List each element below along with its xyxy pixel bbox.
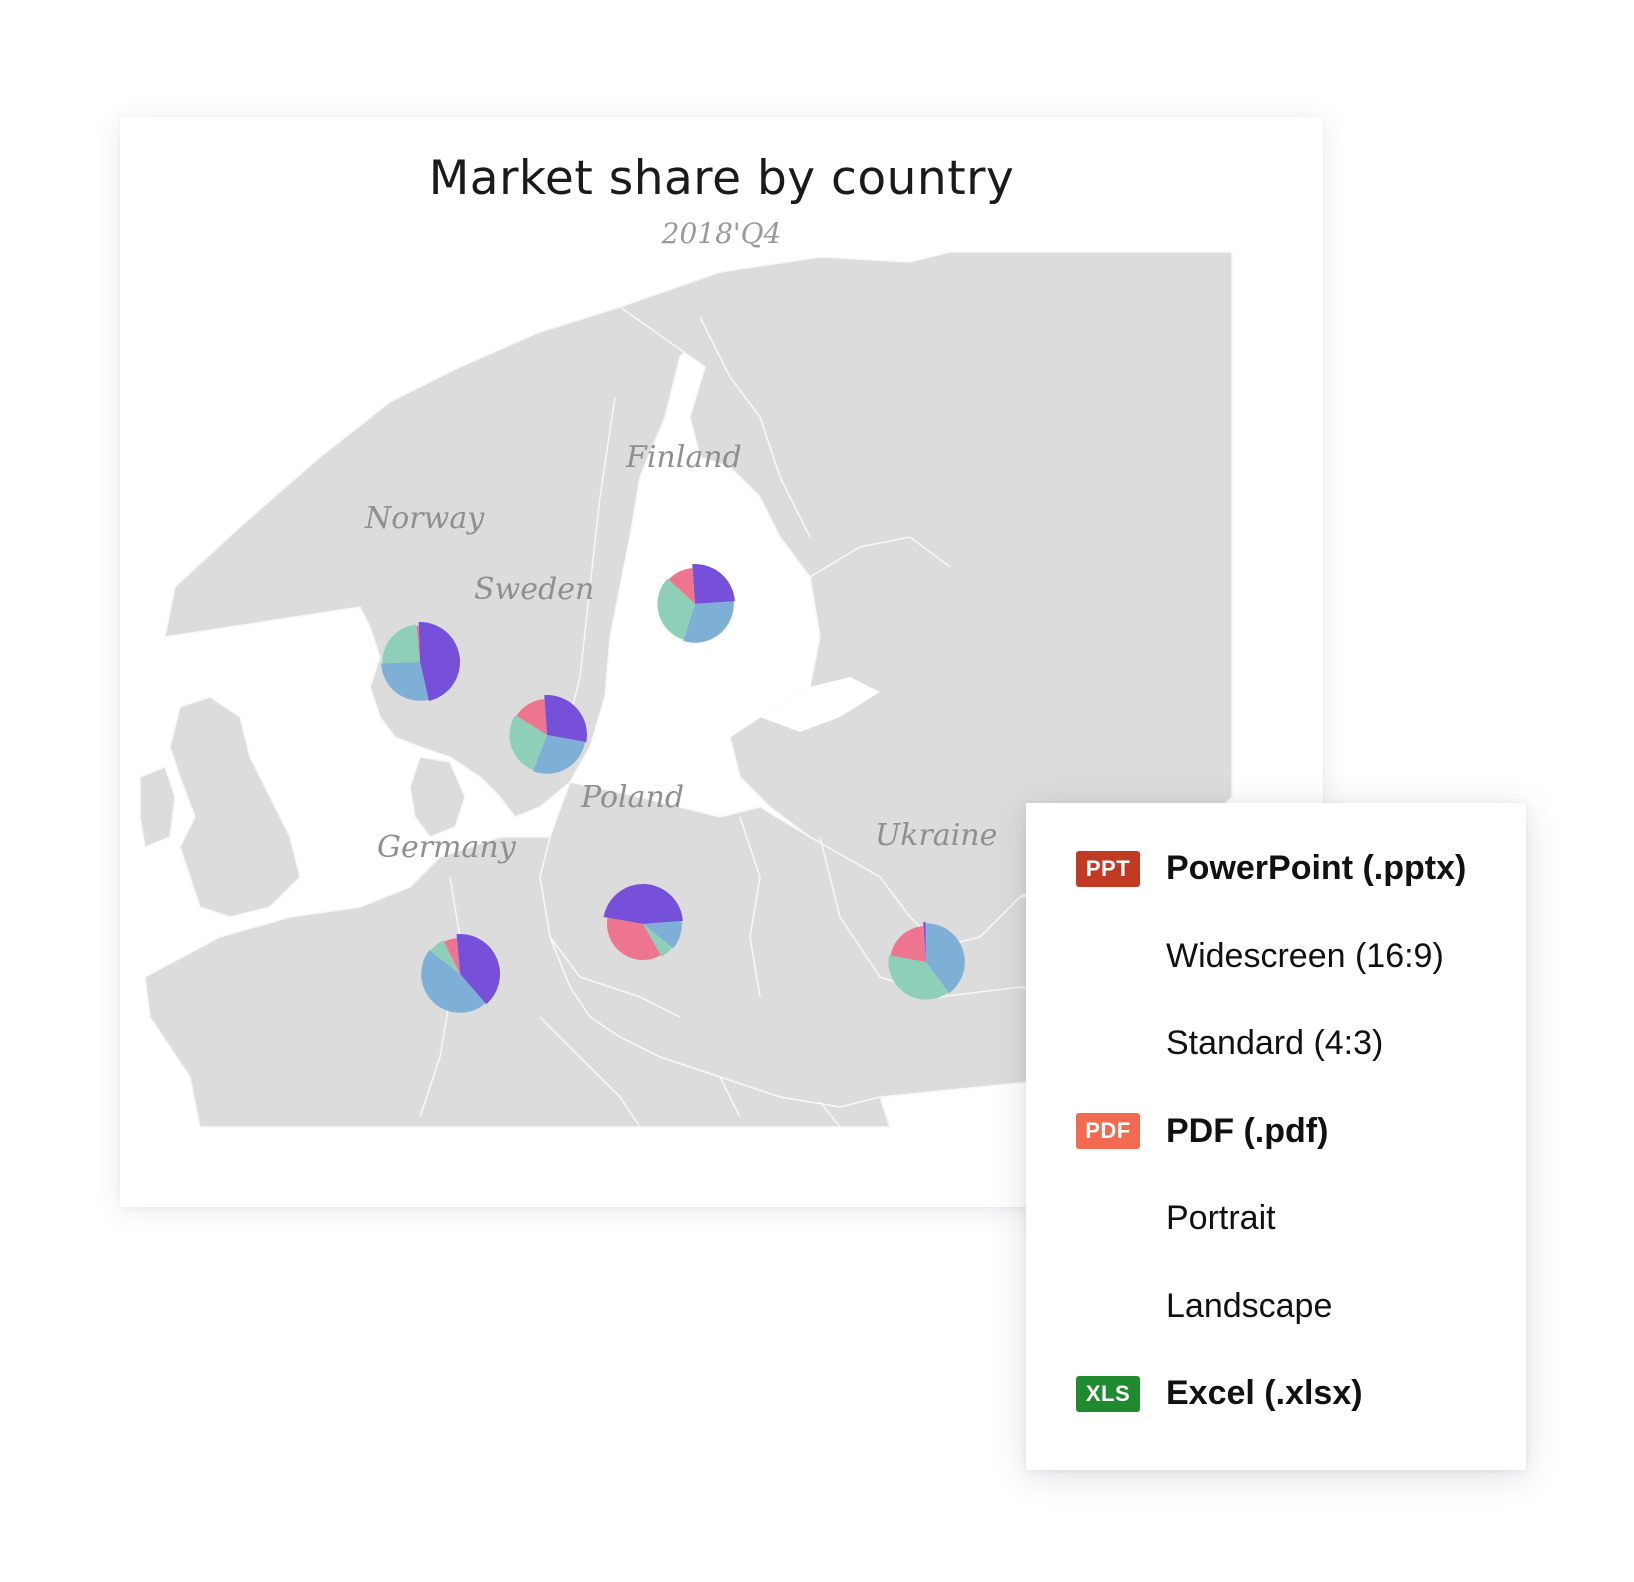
pie-slice-blue[interactable] xyxy=(532,735,586,774)
menu-item-powerpoint[interactable]: PPT PowerPoint (.pptx) xyxy=(1026,825,1526,913)
pie-slice-pink[interactable] xyxy=(443,938,460,974)
menu-item-label: Landscape xyxy=(1166,1286,1333,1325)
menu-item-pdf[interactable]: PDF PDF (.pdf) xyxy=(1026,1088,1526,1176)
country-label-germany: Germany xyxy=(377,830,517,865)
pie-slice-purple[interactable] xyxy=(456,934,500,1005)
pie-slice-blue[interactable] xyxy=(643,921,682,949)
pie-slice-pink[interactable] xyxy=(516,699,547,735)
europe-map: Norway Sweden Finland Germany Poland Ukr… xyxy=(139,251,1233,1128)
country-label-sweden: Sweden xyxy=(474,572,594,607)
pdf-icon: PDF xyxy=(1076,1113,1140,1150)
pie-slice-green[interactable] xyxy=(643,924,673,957)
xls-icon: XLS xyxy=(1076,1375,1140,1412)
ppt-icon: PPT xyxy=(1076,850,1140,887)
country-label-ukraine: Ukraine xyxy=(875,818,997,853)
chart-card: Market share by country 2018'Q4 xyxy=(120,117,1323,1207)
pie-slice-blue[interactable] xyxy=(421,950,486,1013)
menu-item-label: Standard (4:3) xyxy=(1166,1024,1384,1063)
menu-item-label: PowerPoint (.pptx) xyxy=(1166,849,1467,888)
pie-finland[interactable] xyxy=(657,564,735,643)
pie-ukraine[interactable] xyxy=(888,922,965,1000)
export-menu: PPT PowerPoint (.pptx) Widescreen (16:9)… xyxy=(1026,803,1526,1470)
pie-slice-green[interactable] xyxy=(430,940,460,974)
pie-sweden[interactable] xyxy=(509,694,587,774)
pie-slice-pink[interactable] xyxy=(890,926,926,962)
menu-item-label: PDF (.pdf) xyxy=(1166,1111,1329,1150)
menu-item-label: Excel (.xlsx) xyxy=(1166,1374,1363,1413)
pie-slice-pink[interactable] xyxy=(416,626,420,662)
menu-item-widescreen[interactable]: Widescreen (16:9) xyxy=(1026,913,1526,1001)
menu-item-label: Portrait xyxy=(1166,1199,1276,1238)
menu-item-portrait[interactable]: Portrait xyxy=(1026,1175,1526,1263)
pie-slice-blue[interactable] xyxy=(683,601,734,643)
country-label-poland: Poland xyxy=(580,780,684,815)
menu-item-label: Widescreen (16:9) xyxy=(1166,936,1444,975)
country-label-norway: Norway xyxy=(364,501,485,536)
chart-title: Market share by country xyxy=(428,151,1015,206)
pie-slice-green[interactable] xyxy=(888,955,949,1000)
pie-slice-blue[interactable] xyxy=(381,662,429,701)
pie-norway[interactable] xyxy=(381,622,461,702)
pie-slice-pink[interactable] xyxy=(607,917,661,960)
pie-slice-blue[interactable] xyxy=(925,923,965,994)
menu-item-landscape[interactable]: Landscape xyxy=(1026,1263,1526,1351)
pie-slice-purple[interactable] xyxy=(418,622,461,702)
map-land xyxy=(139,251,1233,1128)
pie-germany[interactable] xyxy=(421,934,500,1013)
pie-slice-green[interactable] xyxy=(382,624,420,664)
pie-slice-pink[interactable] xyxy=(668,568,695,604)
country-label-finland: Finland xyxy=(625,440,742,475)
map-water xyxy=(590,477,880,807)
pie-slice-green[interactable] xyxy=(657,578,695,640)
pie-slice-green[interactable] xyxy=(509,715,547,771)
menu-item-excel[interactable]: XLS Excel (.xlsx) xyxy=(1026,1350,1526,1438)
menu-item-standard[interactable]: Standard (4:3) xyxy=(1026,1000,1526,1088)
pie-slice-purple[interactable] xyxy=(544,694,587,743)
pie-slice-purple[interactable] xyxy=(603,884,683,924)
chart-subtitle: 2018'Q4 xyxy=(661,217,782,250)
pie-slice-purple[interactable] xyxy=(692,564,735,604)
pie-slice-purple[interactable] xyxy=(923,922,926,962)
pie-poland[interactable] xyxy=(603,884,683,960)
